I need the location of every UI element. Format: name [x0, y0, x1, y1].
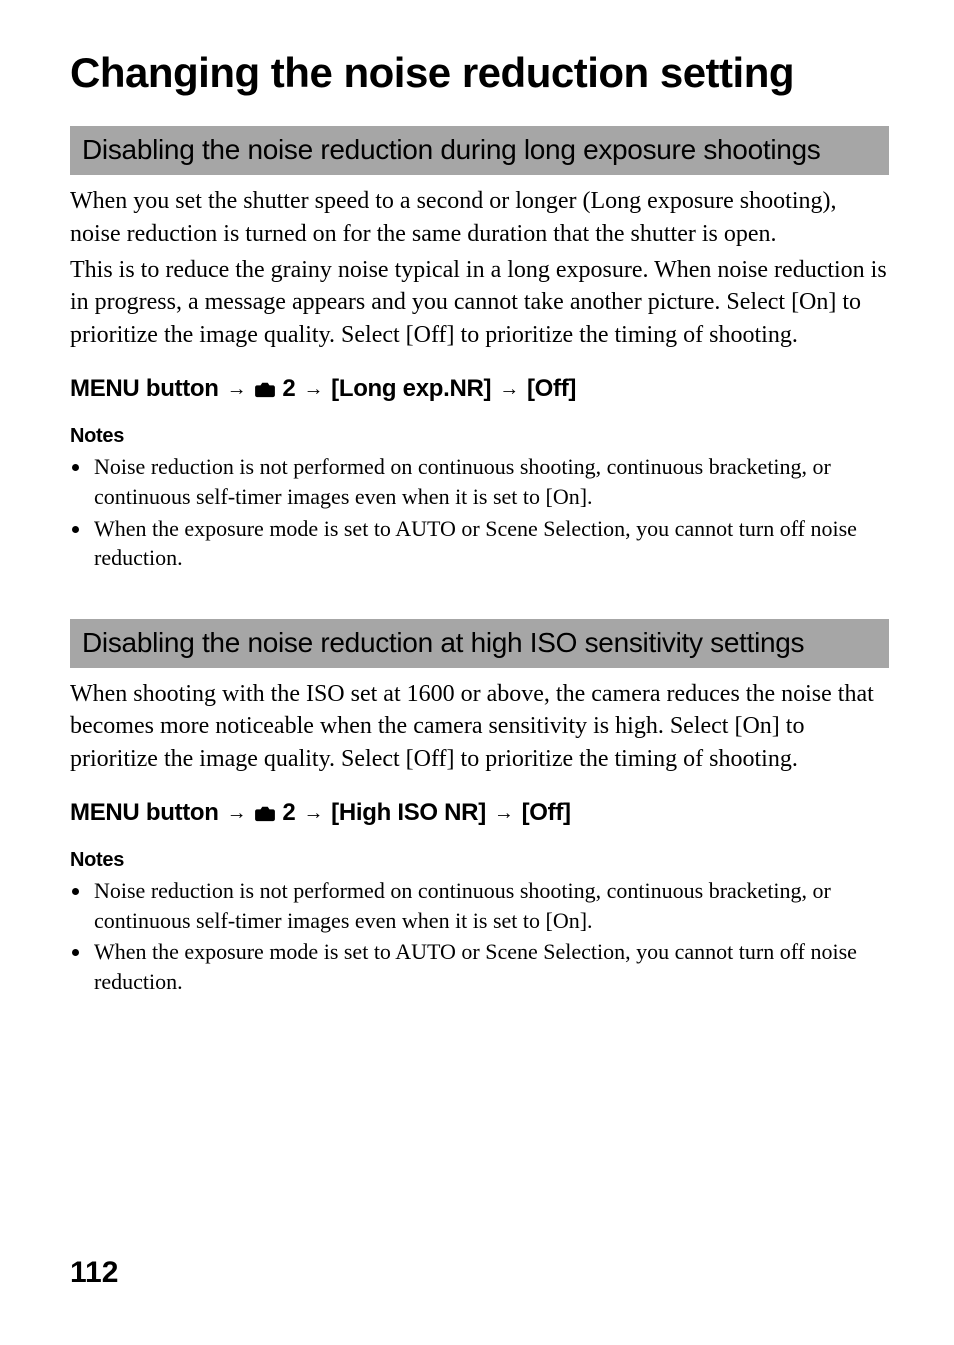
body-paragraph: When you set the shutter speed to a seco…	[70, 185, 889, 250]
camera-icon	[254, 380, 276, 398]
arrow-icon: →	[494, 802, 514, 825]
menu-value: [Off]	[522, 799, 571, 827]
notes-list: Noise reduction is not performed on cont…	[70, 876, 889, 997]
notes-list: Noise reduction is not performed on cont…	[70, 452, 889, 573]
section-heading-long-exposure: Disabling the noise reduction during lon…	[70, 126, 889, 175]
menu-item: [Long exp.NR]	[331, 375, 491, 403]
menu-value: [Off]	[527, 375, 576, 403]
menu-tab-number: 2	[282, 375, 295, 403]
arrow-icon: →	[303, 802, 323, 825]
arrow-icon: →	[499, 378, 519, 401]
menu-prefix: MENU button	[70, 375, 219, 403]
notes-label: Notes	[70, 849, 889, 872]
note-item: Noise reduction is not performed on cont…	[92, 876, 889, 935]
arrow-icon: →	[227, 378, 247, 401]
note-item: Noise reduction is not performed on cont…	[92, 452, 889, 511]
menu-item: [High ISO NR]	[331, 799, 486, 827]
body-paragraph: This is to reduce the grainy noise typic…	[70, 254, 889, 351]
menu-path-long-exp: MENU button → 2 → [Long exp.NR] → [Off]	[70, 375, 889, 403]
note-item: When the exposure mode is set to AUTO or…	[92, 514, 889, 573]
arrow-icon: →	[227, 802, 247, 825]
menu-prefix: MENU button	[70, 799, 219, 827]
camera-icon	[254, 804, 276, 822]
page-number: 112	[70, 1256, 118, 1290]
page-title: Changing the noise reduction setting	[70, 50, 889, 96]
section-heading-high-iso: Disabling the noise reduction at high IS…	[70, 619, 889, 668]
notes-label: Notes	[70, 425, 889, 448]
arrow-icon: →	[303, 378, 323, 401]
menu-tab-number: 2	[282, 799, 295, 827]
note-item: When the exposure mode is set to AUTO or…	[92, 937, 889, 996]
menu-path-high-iso: MENU button → 2 → [High ISO NR] → [Off]	[70, 799, 889, 827]
manual-page: Changing the noise reduction setting Dis…	[0, 0, 954, 1345]
body-paragraph: When shooting with the ISO set at 1600 o…	[70, 678, 889, 775]
